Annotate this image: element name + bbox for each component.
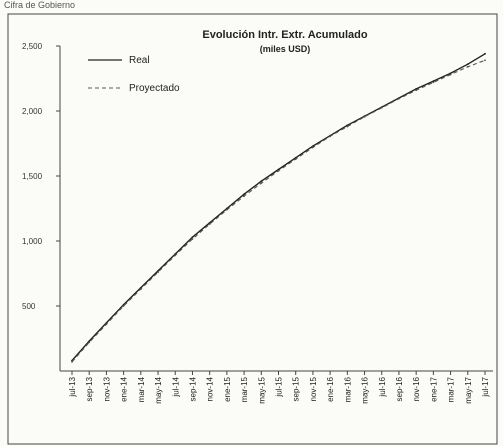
x-tick-label: sep-15 bbox=[292, 376, 301, 401]
data-point-proyectado bbox=[260, 182, 263, 185]
chart-subtitle: (miles USD) bbox=[260, 44, 311, 54]
data-point-real bbox=[157, 270, 159, 272]
data-point-real bbox=[466, 63, 469, 66]
legend-label-proyectado: Proyectado bbox=[129, 83, 180, 94]
data-point-proyectado bbox=[225, 208, 228, 211]
legend-label-real: Real bbox=[129, 55, 150, 66]
data-point-proyectado bbox=[122, 305, 125, 307]
x-tick-label: jul-16 bbox=[378, 376, 387, 397]
data-point-real bbox=[484, 52, 486, 55]
y-tick-label: 1,500 bbox=[22, 172, 43, 181]
data-point-proyectado bbox=[363, 115, 366, 118]
data-point-proyectado bbox=[277, 169, 280, 172]
data-point-proyectado bbox=[294, 158, 297, 161]
data-point-proyectado bbox=[88, 341, 91, 344]
data-point-proyectado bbox=[157, 271, 159, 274]
x-ticks: jul-13 sep-13 nov-13 ene-14 mar-14 may-14 jul-… bbox=[68, 371, 490, 404]
x-tick-label: nov-15 bbox=[309, 376, 318, 401]
x-tick-label: sep-13 bbox=[85, 376, 94, 401]
x-tick-label: mar-16 bbox=[343, 376, 352, 402]
x-tick-label: ene-16 bbox=[326, 376, 335, 401]
data-point-proyectado bbox=[346, 125, 349, 128]
data-point-proyectado bbox=[191, 238, 194, 240]
x-tick-label: sep-16 bbox=[395, 376, 404, 401]
legend: Real Proyectado bbox=[88, 55, 180, 94]
x-tick-label: jul-17 bbox=[481, 376, 490, 397]
x-tick-label: jul-15 bbox=[275, 376, 284, 397]
data-point-proyectado bbox=[466, 65, 469, 68]
x-tick-label: nov-16 bbox=[412, 376, 421, 401]
data-point-real bbox=[88, 340, 91, 342]
data-point-proyectado bbox=[415, 89, 418, 92]
x-tick-label: may-17 bbox=[464, 376, 473, 403]
x-tick-label: ene-17 bbox=[429, 376, 438, 401]
data-point-proyectado bbox=[484, 59, 486, 62]
data-point-proyectado bbox=[174, 254, 177, 257]
data-point-real bbox=[191, 236, 194, 239]
data-point-real bbox=[243, 193, 245, 196]
x-tick-label: mar-14 bbox=[137, 376, 146, 402]
y-tick-label: 2,000 bbox=[22, 107, 43, 116]
y-tick-label: 500 bbox=[22, 302, 36, 311]
x-tick-label: may-16 bbox=[361, 376, 370, 403]
chart-frame bbox=[7, 13, 498, 445]
data-point-proyectado bbox=[71, 361, 73, 363]
data-point-real bbox=[415, 88, 418, 90]
data-point-proyectado bbox=[243, 195, 245, 198]
series-layer bbox=[71, 52, 486, 363]
series-line-real bbox=[71, 53, 486, 362]
x-tick-label: may-14 bbox=[154, 376, 163, 403]
data-point-proyectado bbox=[432, 81, 435, 84]
data-point-real bbox=[208, 221, 211, 224]
x-tick-label: jul-14 bbox=[171, 376, 180, 397]
x-tick-label: nov-14 bbox=[206, 376, 215, 401]
data-point-real bbox=[449, 72, 452, 75]
x-tick-label: ene-15 bbox=[223, 376, 232, 401]
data-point-proyectado bbox=[398, 97, 400, 100]
x-tick-label: nov-13 bbox=[102, 376, 111, 401]
y-tick-label: 1,000 bbox=[22, 237, 43, 246]
data-point-real bbox=[260, 180, 263, 183]
x-tick-label: ene-14 bbox=[120, 376, 129, 401]
y-tick-label: 2,500 bbox=[22, 42, 43, 51]
x-tick-label: jul-13 bbox=[68, 376, 77, 397]
page-caption: Cifra de Gobierno bbox=[4, 0, 76, 10]
x-tick-label: mar-17 bbox=[447, 376, 456, 402]
data-point-proyectado bbox=[139, 288, 142, 290]
x-tick-label: may-15 bbox=[257, 376, 266, 403]
chart-title: Evolución Intr. Extr. Acumulado bbox=[202, 29, 368, 41]
y-ticks: 2,500 2,000 1,500 1,000 500 bbox=[22, 42, 60, 311]
data-point-proyectado bbox=[208, 223, 211, 226]
data-point-proyectado bbox=[312, 146, 314, 149]
data-point-proyectado bbox=[329, 135, 332, 138]
x-tick-label: mar-15 bbox=[240, 376, 249, 402]
series-line-proyectado bbox=[71, 59, 486, 363]
data-point-proyectado bbox=[380, 106, 383, 109]
data-point-real bbox=[432, 80, 435, 82]
data-point-proyectado bbox=[105, 323, 108, 326]
data-point-proyectado bbox=[449, 73, 452, 76]
x-tick-label: sep-14 bbox=[188, 376, 197, 401]
